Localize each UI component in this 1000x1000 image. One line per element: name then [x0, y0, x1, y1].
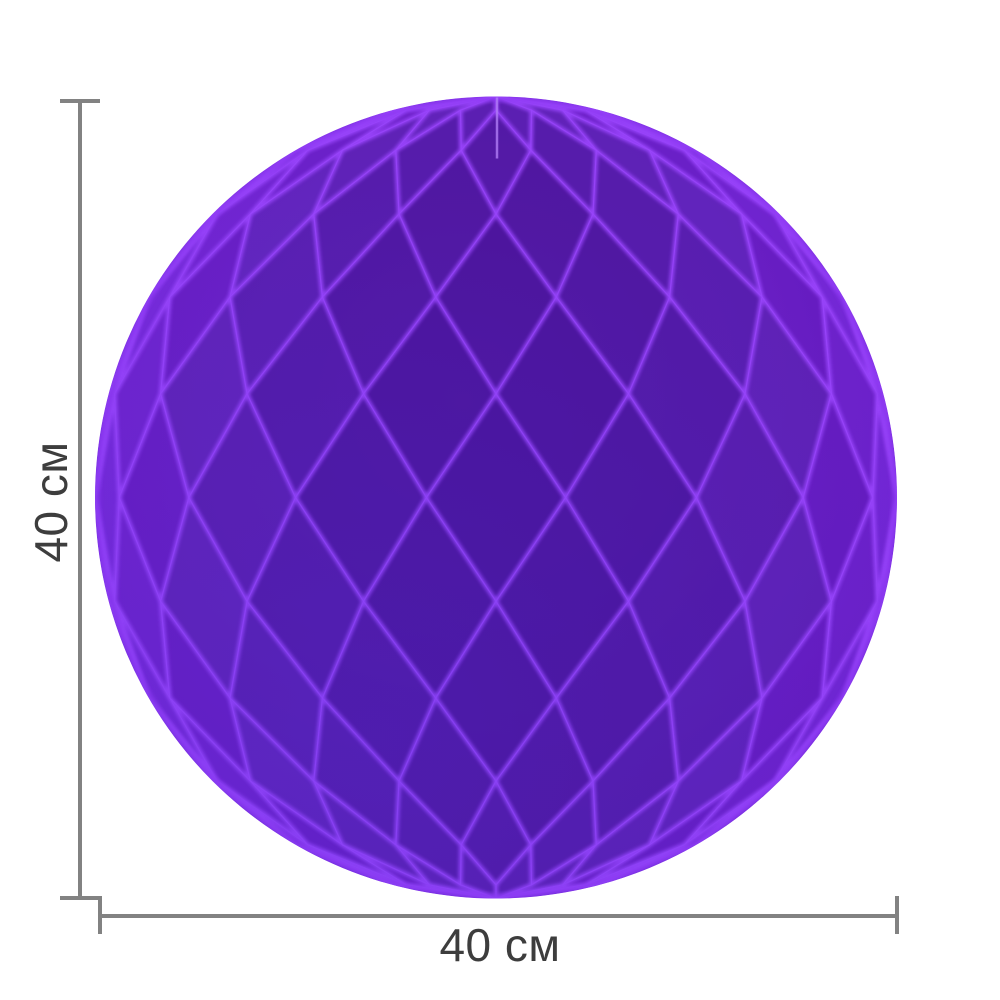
width-dimension-tick-right: [895, 896, 899, 934]
height-dimension-line: [78, 99, 82, 900]
height-dimension-tick-top: [60, 99, 100, 103]
width-dimension-line: [100, 914, 899, 918]
width-dimension-tick-left: [98, 896, 102, 934]
height-dimension-tick-bottom: [60, 896, 100, 900]
width-dimension-label: 40 см: [439, 919, 561, 971]
height-dimension-label: 40 см: [25, 441, 77, 563]
